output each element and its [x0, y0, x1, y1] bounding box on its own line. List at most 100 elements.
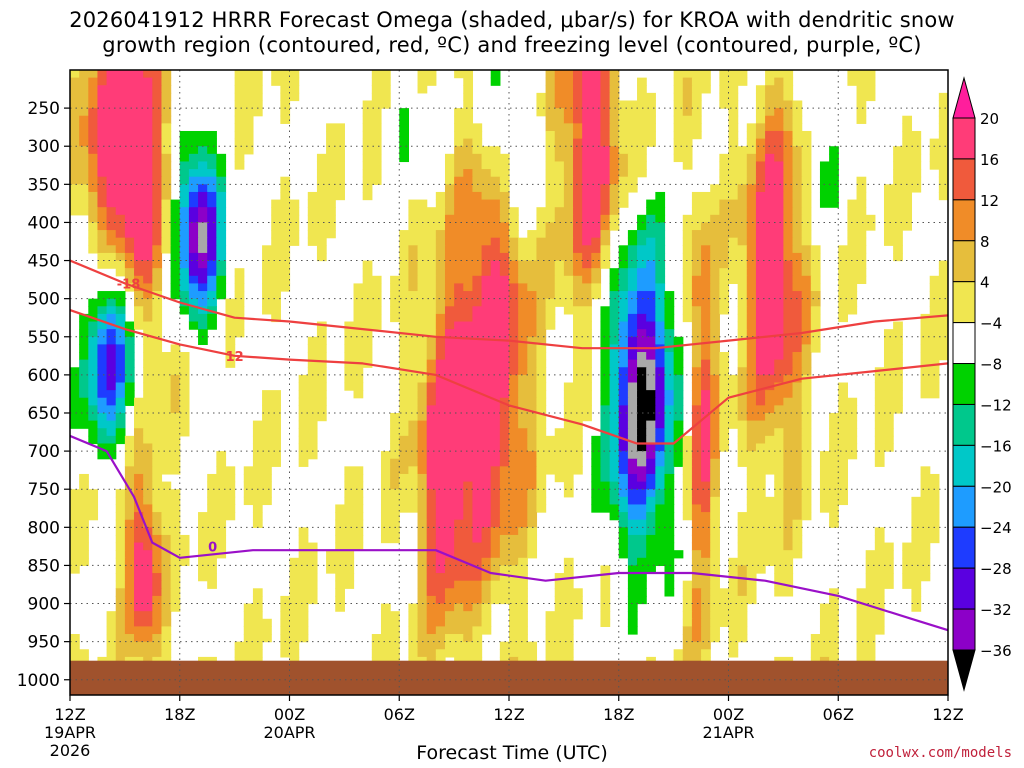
- omega-cell: [170, 580, 181, 589]
- omega-cell: [582, 230, 602, 239]
- omega-cell: [472, 512, 492, 521]
- x-tick-year: 2026: [50, 741, 91, 760]
- omega-cell: [70, 176, 89, 185]
- omega-cell: [783, 496, 803, 506]
- omega-cell: [472, 313, 510, 323]
- omega-cell: [792, 268, 803, 277]
- omega-cell: [609, 397, 620, 406]
- omega-cell: [719, 283, 730, 292]
- omega-cell: [682, 92, 693, 102]
- y-tick-label: 700: [28, 442, 60, 462]
- omega-cell: [509, 443, 528, 452]
- omega-cell: [188, 252, 199, 262]
- omega-cell: [920, 313, 948, 323]
- omega-cell: [746, 588, 757, 597]
- omega-cell: [134, 489, 144, 498]
- omega-cell: [618, 153, 629, 163]
- omega-cell: [765, 435, 784, 445]
- omega-cell: [618, 534, 629, 544]
- omega-cell: [252, 595, 263, 605]
- omega-cell: [70, 534, 89, 544]
- colorbar-label: −8: [980, 356, 1002, 374]
- omega-cell: [938, 115, 948, 124]
- omega-cell: [88, 100, 99, 109]
- y-tick-label: 400: [28, 213, 60, 233]
- omega-cell: [307, 344, 327, 353]
- omega-cell: [765, 412, 803, 422]
- omega-cell: [710, 504, 720, 513]
- omega-cell: [829, 153, 839, 163]
- omega-cell: [79, 473, 89, 483]
- omega-cell: [646, 542, 675, 551]
- omega-cell: [170, 595, 181, 605]
- omega-cell: [719, 420, 748, 429]
- omega-cell: [298, 428, 318, 437]
- omega-cell: [426, 382, 437, 391]
- omega-cell: [545, 146, 556, 155]
- omega-cell: [783, 92, 794, 102]
- omega-cell: [152, 588, 163, 597]
- omega-cell: [609, 191, 620, 201]
- omega-shading: [70, 70, 948, 695]
- omega-cell: [710, 451, 720, 460]
- omega-cell: [847, 214, 876, 224]
- omega-cell: [97, 405, 117, 414]
- omega-cell: [527, 359, 538, 368]
- omega-cell: [152, 207, 163, 216]
- omega-cell: [746, 298, 757, 307]
- omega-cell: [134, 603, 153, 612]
- omega-cell: [609, 321, 620, 330]
- omega-cell: [106, 344, 117, 353]
- omega-cell: [783, 504, 803, 513]
- omega-cell: [435, 344, 446, 353]
- omega-cell: [225, 298, 245, 307]
- omega-cell: [481, 298, 510, 307]
- y-tick-label: 1000: [17, 671, 60, 691]
- omega-cell: [79, 329, 89, 338]
- omega-cell: [710, 329, 720, 338]
- chart-title-line1: 2026041912 HRRR Forecast Omega (shaded, …: [69, 8, 955, 32]
- y-tick-label: 550: [28, 328, 60, 348]
- omega-cell: [545, 70, 556, 79]
- omega-cell: [810, 275, 821, 285]
- omega-cell: [481, 275, 510, 285]
- omega-cell: [106, 428, 117, 437]
- omega-cell: [88, 92, 99, 102]
- omega-cell: [97, 123, 153, 132]
- omega-cell: [819, 176, 839, 185]
- omega-cell: [755, 443, 784, 452]
- omega-cell: [115, 230, 126, 239]
- omega-cell: [701, 321, 711, 330]
- omega-cell: [179, 374, 190, 384]
- y-axis: 2503003504004505005506006507007508008509…: [17, 99, 70, 691]
- omega-cell: [216, 283, 227, 292]
- omega-cell: [444, 252, 483, 262]
- omega-cell: [801, 214, 812, 224]
- omega-cell: [216, 275, 227, 285]
- omega-cell: [472, 489, 492, 498]
- omega-cell: [161, 92, 172, 102]
- omega-cell: [883, 237, 903, 246]
- omega-cell: [737, 428, 748, 437]
- omega-cell: [170, 397, 181, 406]
- omega-cell: [609, 161, 620, 170]
- omega-cell: [801, 473, 812, 483]
- omega-cell: [810, 306, 821, 315]
- omega-cell: [152, 519, 163, 528]
- omega-cell: [682, 100, 693, 109]
- omega-cell: [124, 260, 135, 269]
- omega-cell: [673, 123, 702, 132]
- omega-cell: [856, 191, 867, 201]
- omega-cell: [152, 237, 163, 246]
- omega-cell: [783, 108, 794, 117]
- omega-cell: [746, 123, 757, 132]
- omega-cell: [490, 527, 519, 536]
- omega-cell: [765, 390, 794, 399]
- omega-cell: [701, 435, 711, 445]
- omega-cell: [509, 374, 519, 384]
- omega-cell: [728, 260, 748, 269]
- omega-cell: [719, 397, 739, 406]
- omega-cell: [710, 618, 748, 627]
- omega-cell: [682, 611, 693, 620]
- omega-cell: [883, 191, 913, 201]
